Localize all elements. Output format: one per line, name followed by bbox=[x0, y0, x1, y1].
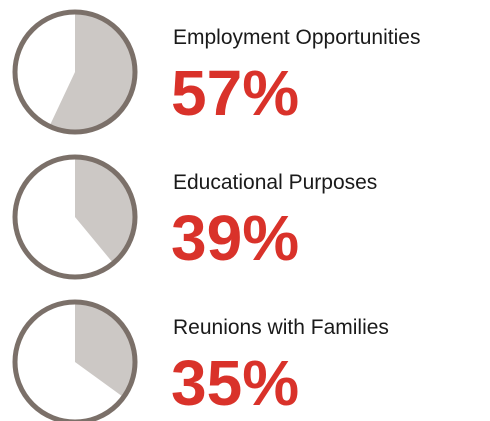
pie-outline bbox=[12, 299, 138, 421]
item-title: Educational Purposes bbox=[173, 171, 377, 194]
item-title: Employment Opportunities bbox=[173, 26, 420, 49]
pie-slice bbox=[75, 157, 136, 264]
item-title: Reunions with Families bbox=[173, 316, 389, 339]
percentage-label: 57% bbox=[171, 57, 299, 129]
percentage-label: 35% bbox=[171, 347, 299, 419]
pie-outline bbox=[12, 154, 138, 280]
percentage-label: 39% bbox=[171, 202, 299, 274]
pie-outline bbox=[12, 9, 138, 135]
pie-slice bbox=[49, 12, 135, 132]
